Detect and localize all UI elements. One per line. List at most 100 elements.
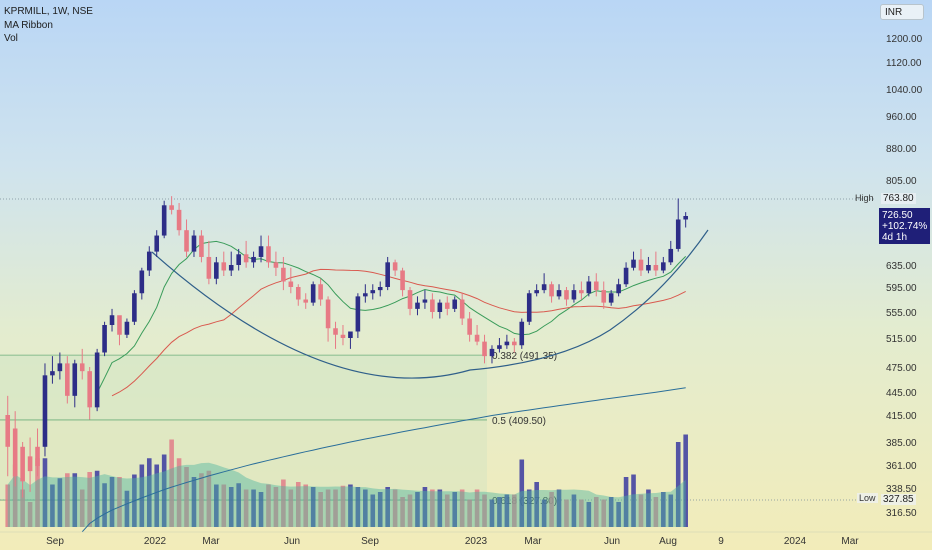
y-tick-label: 385.00 bbox=[886, 438, 917, 449]
volume-bar bbox=[288, 489, 294, 527]
candle-body bbox=[94, 352, 100, 408]
candle-body bbox=[675, 219, 681, 249]
candle-body bbox=[243, 254, 249, 263]
volume-bar bbox=[281, 479, 286, 527]
ma-slow-line bbox=[111, 268, 686, 397]
volume-bar bbox=[601, 499, 607, 527]
volume-legend[interactable]: Vol bbox=[4, 33, 18, 44]
candle-body bbox=[79, 363, 85, 372]
candle-body bbox=[310, 284, 316, 303]
candle-body bbox=[661, 262, 666, 271]
volume-bar bbox=[415, 492, 420, 527]
x-tick-label: 2022 bbox=[144, 536, 167, 547]
volume-bar bbox=[79, 489, 85, 527]
volume-bar bbox=[549, 492, 554, 527]
candle-body bbox=[109, 315, 115, 325]
candle-body bbox=[415, 302, 420, 309]
candle-body bbox=[638, 259, 644, 271]
candle-body bbox=[132, 293, 137, 322]
candle-body bbox=[139, 270, 145, 294]
candle-body bbox=[377, 287, 383, 291]
candle-body bbox=[288, 281, 294, 287]
candle-body bbox=[392, 262, 398, 271]
volume-bar bbox=[668, 494, 674, 527]
cup-curve bbox=[151, 229, 709, 379]
volume-bar bbox=[228, 487, 234, 527]
volume-bar bbox=[117, 477, 122, 527]
high-marker-label: High bbox=[855, 193, 874, 203]
candle-body bbox=[124, 321, 130, 335]
volume-bar bbox=[94, 470, 100, 527]
low-marker-label: Low bbox=[857, 493, 878, 503]
volume-bar bbox=[12, 464, 18, 527]
candle-body bbox=[385, 262, 390, 287]
volume-bar bbox=[489, 499, 495, 527]
volume-bar bbox=[653, 497, 659, 527]
candle-body bbox=[206, 256, 212, 279]
candle-body bbox=[355, 296, 361, 332]
y-tick-label: 316.50 bbox=[886, 508, 917, 519]
symbol-title[interactable]: KPRMILL, 1W, NSE bbox=[4, 6, 93, 17]
volume-bar bbox=[295, 482, 301, 527]
candle-body bbox=[444, 302, 450, 309]
candle-body bbox=[556, 290, 562, 297]
candle-body bbox=[549, 284, 554, 297]
volume-bar bbox=[675, 442, 681, 527]
candle-body bbox=[184, 230, 189, 252]
last-price-badge: 726.50 +102.74% 4d 1h bbox=[879, 208, 930, 244]
volume-bar bbox=[146, 458, 152, 527]
x-tick-label: 9 bbox=[718, 536, 724, 547]
x-tick-label: 2023 bbox=[465, 536, 488, 547]
candle-body bbox=[325, 299, 331, 329]
volume-bar bbox=[519, 459, 525, 527]
candle-body bbox=[154, 235, 160, 252]
candle-body bbox=[117, 315, 122, 335]
volume-ma-area bbox=[7, 462, 686, 527]
volume-bar bbox=[646, 489, 651, 527]
volume-bar bbox=[273, 487, 279, 527]
currency-button[interactable]: INR bbox=[880, 4, 924, 20]
ma-ribbon-legend[interactable]: MA Ribbon bbox=[4, 20, 53, 31]
candle-body bbox=[35, 446, 40, 467]
volume-bar bbox=[20, 489, 25, 527]
candle-body bbox=[564, 290, 569, 300]
volume-bar bbox=[184, 467, 189, 527]
candle-body bbox=[50, 371, 55, 376]
volume-bar bbox=[526, 489, 532, 527]
volume-bar bbox=[400, 497, 405, 527]
volume-bar bbox=[243, 489, 249, 527]
volume-bar bbox=[467, 499, 472, 527]
candle-body bbox=[579, 290, 584, 294]
volume-bar bbox=[176, 458, 182, 527]
y-tick-label: 338.50 bbox=[886, 484, 917, 495]
candle-body bbox=[65, 363, 70, 396]
volume-bar bbox=[497, 497, 502, 527]
volume-bar bbox=[385, 487, 390, 527]
candle-body bbox=[526, 293, 532, 322]
candle-body bbox=[102, 325, 107, 353]
low-marker-value: 327.85 bbox=[881, 494, 916, 505]
volume-bar bbox=[325, 489, 331, 527]
candle-body bbox=[191, 235, 197, 252]
volume-bar bbox=[199, 473, 204, 527]
candle-body bbox=[236, 254, 241, 265]
candle-body bbox=[407, 290, 413, 309]
volume-bar bbox=[5, 484, 11, 527]
candle-body bbox=[169, 205, 174, 210]
candle-body bbox=[608, 293, 614, 303]
volume-bar bbox=[593, 497, 599, 527]
candle-body bbox=[504, 341, 510, 346]
candle-body bbox=[497, 345, 502, 349]
candle-body bbox=[20, 446, 25, 482]
volume-bar bbox=[474, 489, 480, 527]
ma-long-line bbox=[81, 387, 686, 533]
volume-bar bbox=[139, 464, 145, 527]
volume-bar bbox=[512, 494, 517, 527]
x-tick-label: Jun bbox=[284, 536, 300, 547]
volume-bar bbox=[310, 487, 316, 527]
volume-bar bbox=[579, 499, 584, 527]
candle-body bbox=[668, 248, 674, 263]
volume-bar bbox=[444, 494, 450, 527]
